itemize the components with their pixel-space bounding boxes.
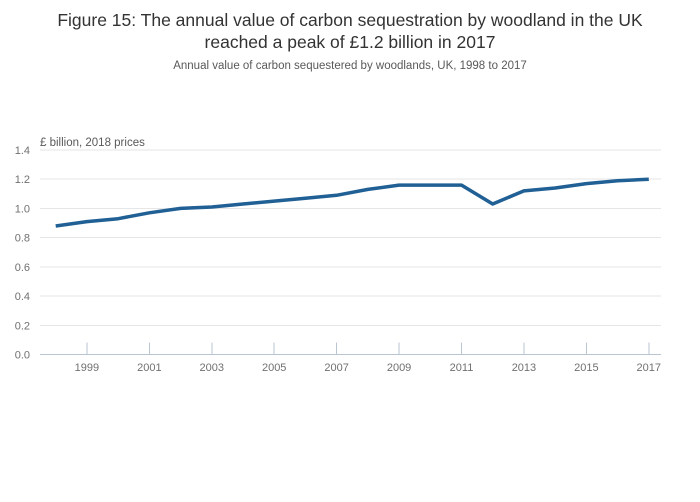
x-axis-tick-label: 2017: [637, 362, 661, 374]
chart-subtitle: Annual value of carbon sequestered by wo…: [173, 60, 527, 72]
y-axis-unit-label: £ billion, 2018 prices: [40, 137, 145, 149]
x-axis-tick-label: 2015: [574, 362, 598, 374]
x-axis-tick-label: 2013: [512, 362, 536, 374]
x-axis-tick-label: 1999: [75, 362, 99, 374]
y-axis-tick-label: 0.8: [15, 233, 30, 245]
y-axis-tick-label: 1.4: [15, 145, 30, 157]
y-axis-tick-label: 1.2: [15, 174, 30, 186]
x-axis-tick-label: 2009: [387, 362, 411, 374]
chart-title: Figure 15: The annual value of carbon se…: [57, 10, 643, 52]
x-axis-tick-label: 2003: [200, 362, 224, 374]
y-axis-tick-label: 0.0: [15, 350, 30, 362]
y-axis-tick-label: 0.4: [15, 291, 30, 303]
x-axis-tick-label: 2007: [324, 362, 348, 374]
x-axis-tick-label: 2011: [450, 362, 474, 374]
y-axis-tick-label: 1.0: [15, 203, 30, 215]
x-axis-tick-label: 2005: [262, 362, 286, 374]
data-line-carbon-value: [55, 177, 649, 228]
y-axis-tick-label: 0.6: [15, 262, 30, 274]
x-axis-tick-label: 2001: [137, 362, 161, 374]
y-axis-tick-label: 0.2: [15, 320, 30, 332]
